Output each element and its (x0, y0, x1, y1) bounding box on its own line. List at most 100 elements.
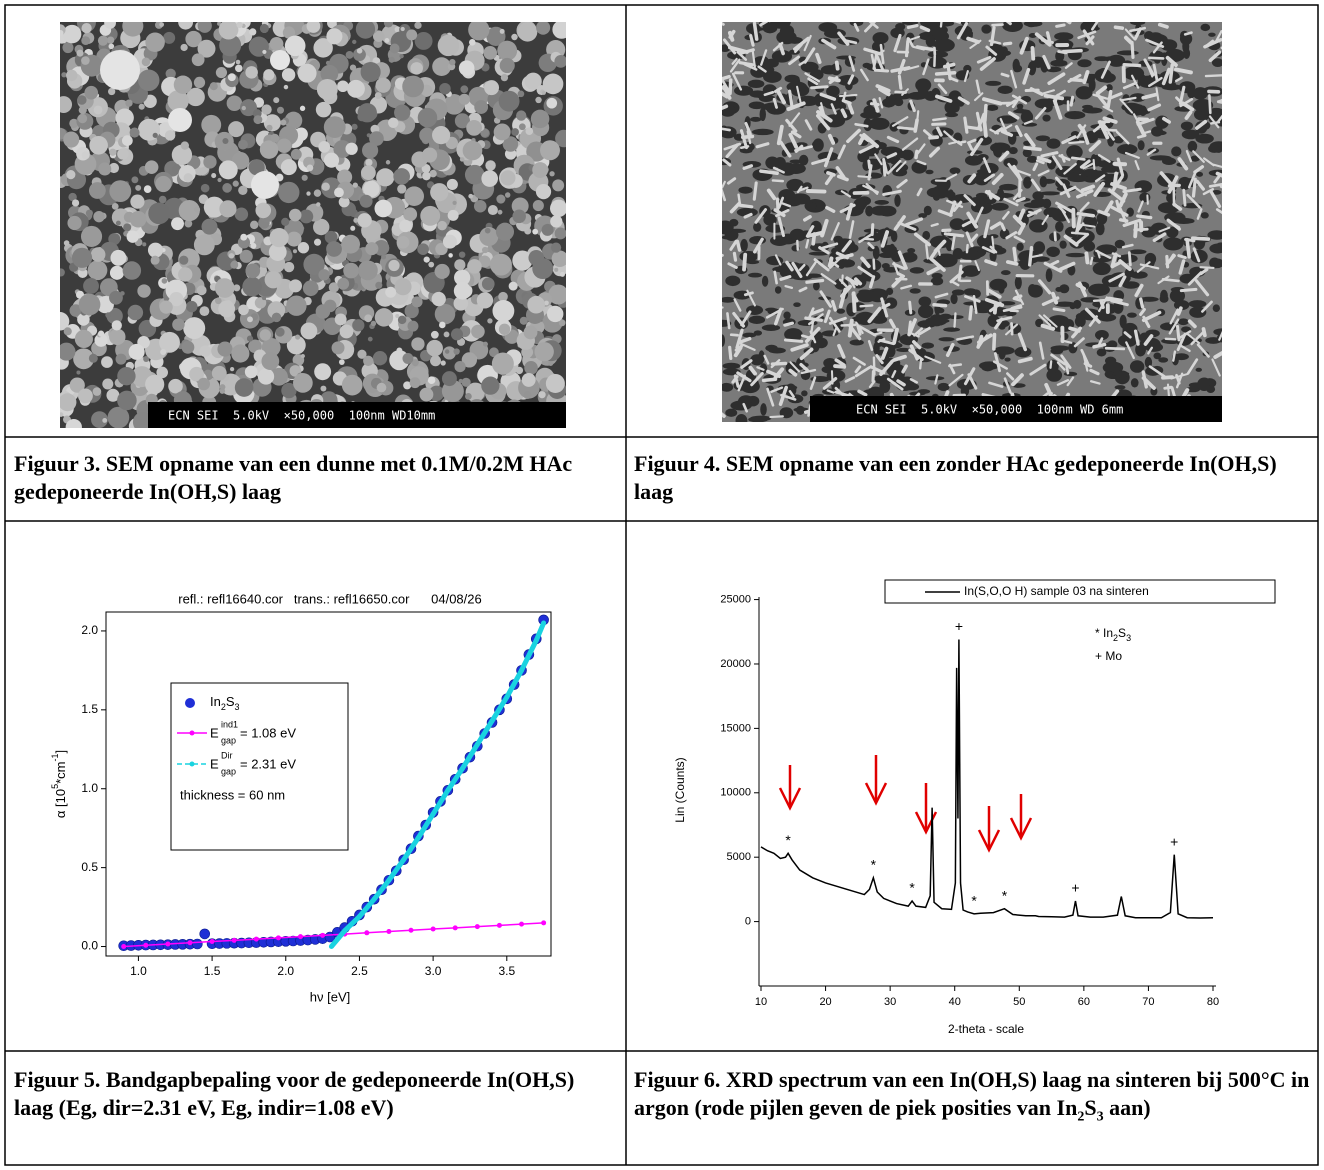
ridge (995, 304, 996, 312)
grain (365, 159, 372, 166)
grain (552, 250, 569, 267)
grain (91, 247, 106, 262)
grain (101, 356, 113, 368)
pore (1208, 33, 1216, 37)
data-point (372, 897, 377, 902)
data-point (490, 718, 495, 723)
grain (482, 277, 495, 290)
ridge (907, 39, 908, 56)
pore (936, 27, 944, 40)
grain (300, 322, 317, 339)
y-tick-label: 1.5 (81, 702, 98, 716)
data-point (460, 766, 465, 771)
ridge (710, 255, 723, 259)
grain (337, 278, 349, 290)
grain (72, 199, 79, 206)
pore (812, 141, 820, 148)
grain (402, 353, 413, 364)
grain (216, 67, 227, 78)
grain (360, 195, 373, 208)
grain (390, 44, 400, 54)
grain (194, 207, 200, 213)
grain (238, 140, 248, 150)
grain (258, 368, 274, 384)
caption-part: Figuur 6. XRD spectrum van een In(OH,S) … (634, 1067, 1309, 1120)
pore (1210, 258, 1224, 268)
pore (1196, 368, 1202, 372)
ridge (817, 55, 820, 63)
grain (76, 371, 80, 375)
grain (277, 107, 284, 114)
pore (760, 403, 767, 416)
grain (179, 256, 188, 265)
grain (361, 62, 381, 82)
grain (228, 73, 236, 81)
grain (142, 242, 146, 246)
x-axis-label: 2-theta - scale (948, 1022, 1024, 1036)
pore (1043, 207, 1060, 217)
grain (314, 239, 321, 246)
grain (127, 230, 139, 242)
grain (549, 171, 554, 176)
ridge (737, 241, 739, 250)
pore (1055, 221, 1064, 232)
ridge (1015, 296, 1021, 298)
ridge (908, 26, 917, 28)
ridge (840, 95, 856, 96)
ridge (812, 87, 828, 88)
x-tick-label: 60 (1078, 996, 1090, 1008)
label-sub: gap (221, 735, 236, 745)
peak-marker: * (871, 857, 877, 873)
grain (547, 306, 563, 322)
grain (301, 354, 305, 358)
grain (499, 91, 520, 112)
ridge (754, 183, 756, 199)
caption-part: In (1057, 1095, 1078, 1120)
ridge (1078, 214, 1093, 216)
grain (63, 25, 82, 44)
ridge (731, 335, 737, 336)
pore (757, 59, 773, 63)
ridge (1002, 74, 1008, 76)
ridge (898, 128, 914, 130)
data-point (416, 835, 421, 840)
grain (474, 200, 487, 213)
data-point (121, 944, 126, 949)
grain (317, 79, 338, 100)
pore (932, 273, 943, 279)
grain (98, 331, 104, 337)
pore (1150, 155, 1172, 160)
grain (445, 349, 449, 353)
ridge (720, 106, 726, 108)
grain (110, 266, 124, 280)
grain (342, 375, 363, 396)
ridge (1012, 324, 1013, 335)
pore (719, 334, 725, 346)
grain (443, 235, 457, 249)
grain (388, 118, 398, 128)
grain (335, 314, 347, 326)
grain (352, 319, 364, 331)
grain (393, 168, 410, 185)
grain (560, 272, 565, 277)
grain (148, 203, 170, 225)
grain (231, 344, 249, 362)
ridge (915, 120, 917, 131)
peak-marker: * (785, 832, 791, 848)
pore (1178, 318, 1189, 325)
ridge (984, 118, 986, 136)
label-part: S (1118, 626, 1126, 640)
data-point (475, 924, 480, 929)
grain (192, 53, 205, 66)
grain (262, 296, 266, 300)
grain (180, 44, 187, 51)
pore (871, 206, 891, 216)
pore (1047, 360, 1059, 373)
grain (245, 263, 260, 278)
ridge (1210, 184, 1221, 186)
grain (546, 374, 565, 393)
grain (110, 250, 126, 266)
grain (112, 320, 122, 330)
pore (940, 314, 952, 320)
label-sub: 3 (235, 702, 240, 712)
